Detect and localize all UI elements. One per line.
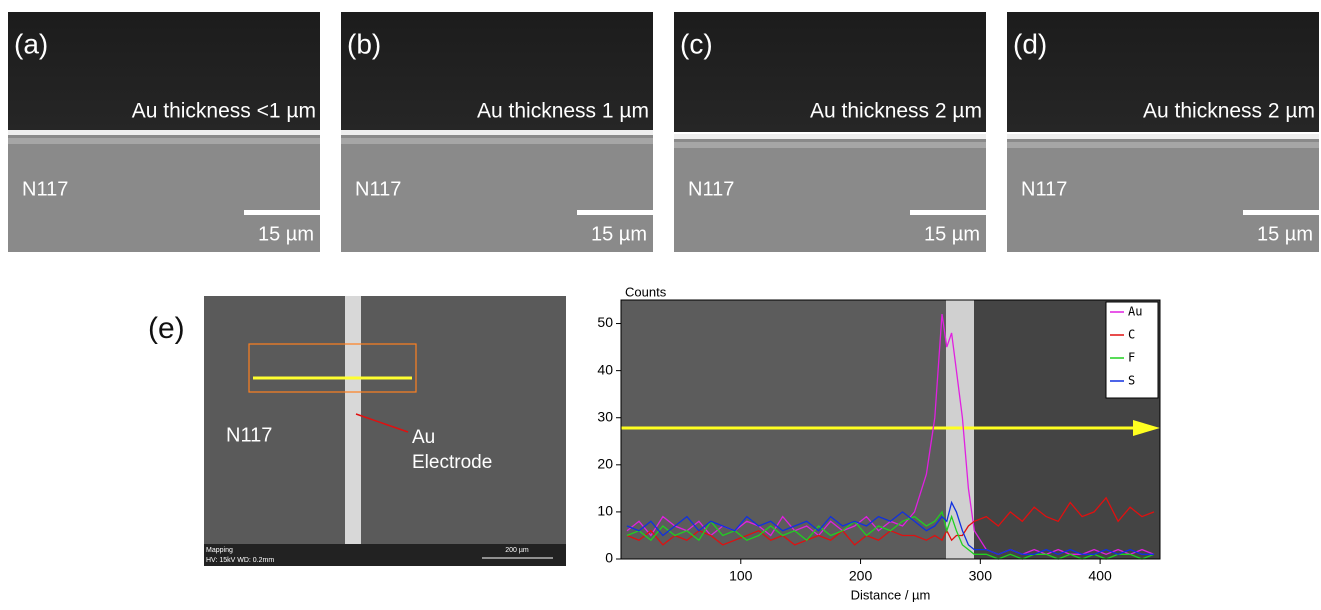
- scale-label: 200 µm: [505, 547, 529, 554]
- sem-bottom: [8, 134, 320, 252]
- x-tick-label: 100: [729, 568, 753, 584]
- sem-image: [204, 296, 566, 566]
- x-tick-label: 400: [1088, 568, 1112, 584]
- legend: [1105, 301, 1159, 399]
- au-strip: [345, 296, 361, 544]
- series-line: [626, 496, 1155, 546]
- sem-bottom: [674, 134, 986, 252]
- y-axis-label: Counts: [625, 284, 667, 299]
- x-axis-label: Distance / µm: [851, 587, 931, 602]
- sem-bottom: [341, 134, 653, 252]
- plot-frame: [620, 299, 1161, 560]
- scale-bar: [910, 210, 986, 215]
- annotation: Electrode: [412, 452, 492, 473]
- sample-label: N117: [1021, 178, 1067, 200]
- legend-label: S: [1128, 374, 1135, 388]
- panel-label: (a): [14, 28, 48, 59]
- annotation: Au: [412, 427, 435, 448]
- y-tick-label: 10: [597, 503, 613, 519]
- legend-label: Au: [1128, 305, 1142, 319]
- scan-arrow: [1133, 420, 1160, 436]
- sem-bottom: [1007, 134, 1319, 252]
- scale-label: 15 µm: [1257, 223, 1313, 245]
- scale-label: 15 µm: [258, 223, 314, 245]
- caption: Au thickness 2 µm: [810, 100, 982, 123]
- x-tick-label: 200: [849, 568, 873, 584]
- info-bar: [204, 544, 566, 566]
- panel-label: (c): [680, 28, 713, 59]
- y-tick-label: 40: [597, 361, 613, 377]
- info: HV: 15kV WD: 0.2mm: [206, 557, 274, 564]
- caption: Au thickness <1 µm: [132, 100, 316, 123]
- sample-label: N117: [226, 424, 272, 446]
- y-tick-label: 20: [597, 456, 613, 472]
- sample-label: N117: [355, 178, 401, 200]
- sem-top: [1007, 12, 1319, 132]
- au-layer: [341, 130, 653, 135]
- sem-top: [674, 12, 986, 132]
- interface: [674, 142, 986, 148]
- sample-label: N117: [688, 178, 734, 200]
- roi-box: [248, 343, 417, 393]
- series-line: [626, 500, 1154, 555]
- legend-label: C: [1128, 328, 1135, 342]
- y-tick-label: 0: [605, 550, 613, 566]
- info: Mapping: [206, 547, 233, 554]
- interface: [341, 138, 653, 144]
- y-tick-label: 30: [597, 408, 613, 424]
- y-tick-label: 50: [597, 314, 613, 330]
- panel-label: (e): [148, 312, 185, 345]
- scale-bar: [1243, 210, 1319, 215]
- x-tick-label: 300: [969, 568, 993, 584]
- panel-label: (d): [1013, 28, 1047, 59]
- interface: [1007, 142, 1319, 148]
- panel-label: (b): [347, 28, 381, 59]
- scale-bar: [244, 210, 320, 215]
- scale-label: 15 µm: [924, 223, 980, 245]
- legend-label: F: [1128, 351, 1135, 365]
- scale-bar: [577, 210, 653, 215]
- sem-top: [8, 12, 320, 132]
- au-layer: [1007, 134, 1319, 139]
- caption: Au thickness 2 µm: [1143, 100, 1315, 123]
- sem-top: [341, 12, 653, 132]
- au-layer: [8, 130, 320, 135]
- interface: [8, 138, 320, 144]
- scale-label: 15 µm: [591, 223, 647, 245]
- caption: Au thickness 1 µm: [477, 100, 649, 123]
- pointer: [355, 413, 409, 433]
- au-layer: [674, 134, 986, 139]
- sample-label: N117: [22, 178, 68, 200]
